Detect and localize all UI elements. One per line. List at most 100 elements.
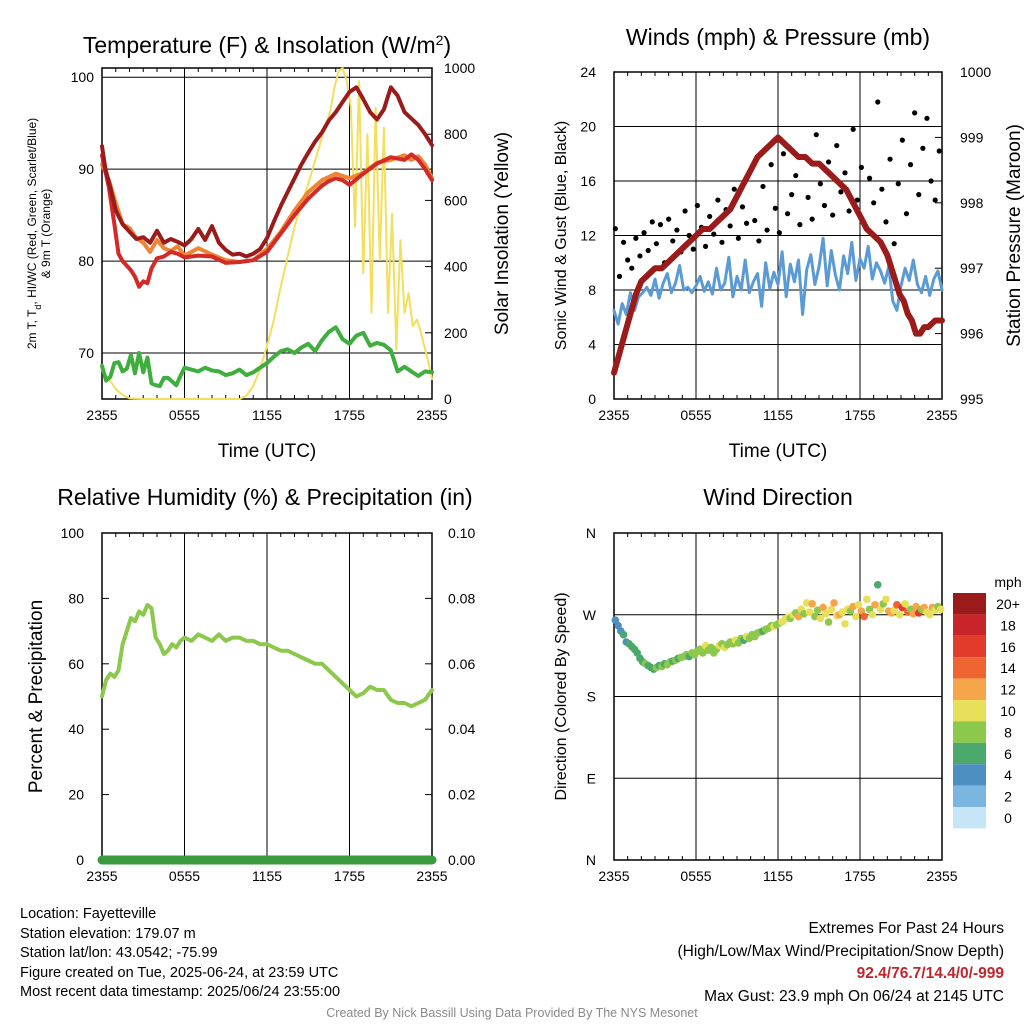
max-gust: Max Gust: 23.9 mph On 06/24 at 2145 UTC bbox=[704, 987, 1004, 1005]
dewpoint-line bbox=[100, 325, 434, 389]
gust-point bbox=[825, 159, 832, 165]
y2-tick-label: 800 bbox=[444, 126, 468, 142]
gust-point bbox=[936, 148, 942, 154]
gust-point bbox=[891, 241, 897, 247]
extremes-subtitle: (High/Low/Max Wind/Precipitation/Snow De… bbox=[677, 942, 1005, 960]
plot-frame bbox=[613, 532, 943, 861]
y2-tick-label: 0.08 bbox=[448, 590, 475, 606]
colorbar-swatch bbox=[953, 721, 986, 743]
gust-point bbox=[649, 219, 655, 225]
x-tick-label: 1755 bbox=[844, 407, 875, 423]
y-tick-label: S bbox=[587, 689, 596, 705]
x-tick-label: 2355 bbox=[926, 407, 957, 423]
direction-point bbox=[808, 600, 816, 608]
y-tick-label: 12 bbox=[580, 228, 596, 244]
y-tick-label: 80 bbox=[68, 590, 84, 606]
gust-point bbox=[657, 222, 664, 228]
recent-timestamp: Most recent data timestamp: 2025/06/24 2… bbox=[20, 984, 341, 1000]
gust-point bbox=[711, 231, 717, 237]
y-tick-label: W bbox=[583, 607, 597, 623]
winds-panel: 0 4 8 12 16 20 24 995 996 997 998 999 1000 2355 0555 11… bbox=[553, 24, 1024, 462]
y2-tick-label: 0.04 bbox=[448, 721, 475, 737]
humidity-panel: 0 20 40 60 80 100 0.00 0.02 0.04 0.06 0.08 0.10 2355… bbox=[26, 484, 475, 884]
gust-point bbox=[620, 239, 627, 245]
x-tick-label: 0555 bbox=[680, 407, 711, 423]
sonic-wind-line bbox=[612, 236, 944, 326]
y2-tick-label: 996 bbox=[960, 326, 984, 342]
y2-tick-label: 998 bbox=[960, 195, 984, 211]
gust-point bbox=[694, 202, 700, 209]
direction-point bbox=[868, 610, 877, 619]
direction-point bbox=[925, 610, 934, 619]
colorbar-label: 14 bbox=[1000, 660, 1016, 676]
y-tick-label: 100 bbox=[61, 525, 85, 541]
direction-point bbox=[863, 595, 871, 604]
extremes-values: 92.4/76.7/14.4/0/-999 bbox=[856, 965, 1004, 982]
pressure-line bbox=[611, 134, 945, 376]
x-tick-label: 1155 bbox=[763, 868, 793, 884]
direction-point bbox=[895, 610, 904, 619]
y2-axis-label: Solar Insolation (Yellow) bbox=[492, 132, 513, 335]
gust-point bbox=[879, 186, 885, 192]
direction-point bbox=[901, 600, 909, 608]
gust-point bbox=[920, 145, 926, 151]
x-tick-label: 2355 bbox=[416, 868, 447, 884]
credit-line: Created By Nick Bassill Using Data Provi… bbox=[326, 1006, 698, 1020]
gust-point bbox=[912, 110, 918, 116]
y-axis-label: Direction (Colored By Speed) bbox=[553, 592, 570, 800]
gust-point bbox=[633, 235, 639, 241]
direction-point bbox=[827, 605, 836, 614]
gust-point bbox=[789, 192, 795, 198]
y-tick-label: 20 bbox=[68, 787, 84, 803]
y-axis-label: Percent & Precipitation bbox=[26, 600, 47, 793]
station-latlon: Station lat/lon: 43.0542; -75.99 bbox=[20, 945, 218, 961]
y2-tick-label: 0.00 bbox=[448, 852, 475, 868]
direction-point bbox=[816, 614, 825, 623]
x-tick-label: 2355 bbox=[416, 407, 447, 423]
y-tick-label: 40 bbox=[68, 721, 84, 737]
y-tick-label: N bbox=[586, 852, 596, 868]
y2-tick-label: 999 bbox=[960, 129, 984, 145]
x-tick-label: 0555 bbox=[680, 868, 711, 884]
gust-point bbox=[875, 99, 881, 105]
colorbar-swatch bbox=[953, 742, 986, 765]
x-tick-label: 2355 bbox=[926, 868, 957, 884]
direction-point bbox=[852, 612, 860, 621]
gust-point bbox=[752, 217, 758, 224]
y-axis-label: Sonic Wind & Gust (Blue, Black) bbox=[553, 121, 570, 350]
gust-point bbox=[760, 183, 766, 190]
station-elevation: Station elevation: 179.07 m bbox=[20, 925, 196, 942]
colorbar-label: 12 bbox=[1000, 682, 1016, 698]
gust-point bbox=[850, 126, 856, 132]
direction-point bbox=[822, 610, 830, 618]
colorbar-label: 6 bbox=[1004, 746, 1012, 762]
gust-point bbox=[854, 197, 860, 203]
colorbar-label: 10 bbox=[1000, 703, 1016, 719]
chart-title: Winds (mph) & Pressure (mb) bbox=[626, 24, 930, 50]
direction-point bbox=[619, 630, 628, 639]
direction-point bbox=[819, 603, 827, 612]
gust-point bbox=[719, 239, 725, 245]
y2-tick-label: 400 bbox=[444, 259, 468, 275]
humidity-line bbox=[100, 602, 434, 709]
x-tick-label: 2355 bbox=[86, 868, 117, 884]
y-tick-label: 100 bbox=[71, 69, 95, 85]
figure-created: Figure created on Tue, 2025-06-24, at 23… bbox=[20, 964, 339, 981]
gust-point bbox=[715, 197, 721, 203]
gust-point bbox=[817, 181, 823, 187]
plot-frame bbox=[101, 67, 433, 400]
y2-tick-label: 200 bbox=[444, 325, 468, 341]
gust-point bbox=[772, 205, 778, 211]
gust-point bbox=[702, 243, 709, 249]
x-tick-label: 2355 bbox=[598, 868, 629, 884]
gust-point bbox=[924, 115, 930, 121]
direction-point bbox=[936, 605, 945, 614]
direction-point bbox=[805, 608, 814, 616]
y-tick-label: 16 bbox=[580, 173, 596, 189]
x-axis-label: Time (UTC) bbox=[729, 441, 828, 462]
x-tick-label: 1155 bbox=[763, 407, 793, 423]
x-tick-label: 0555 bbox=[169, 407, 200, 423]
colorbar-swatch bbox=[953, 635, 986, 658]
gust-point bbox=[735, 235, 741, 241]
gust-point bbox=[743, 220, 750, 226]
